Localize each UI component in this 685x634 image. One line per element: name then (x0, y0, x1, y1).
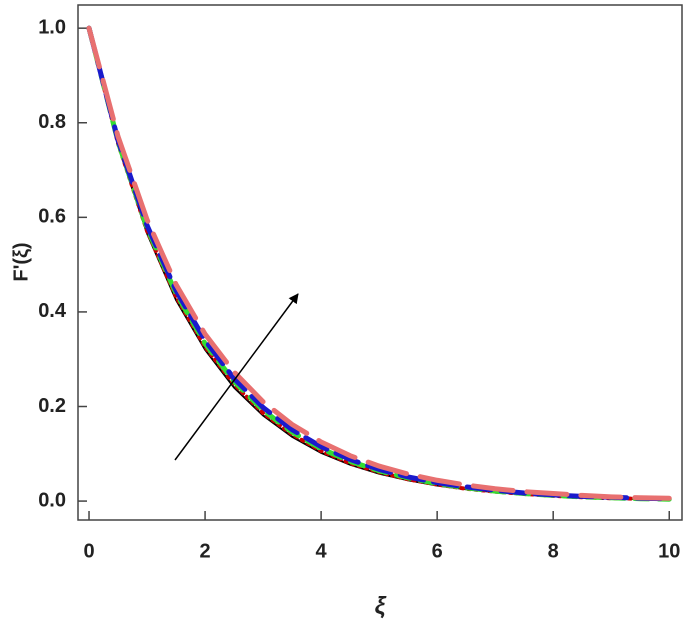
y-tick-label: 0.0 (38, 489, 66, 511)
data-line (86, 25, 672, 502)
data-line (88, 27, 670, 501)
x-tick-label: 2 (200, 540, 211, 562)
y-tick-label: 0.4 (38, 300, 67, 322)
data-line (86, 25, 672, 502)
y-tick-label: 0.2 (38, 395, 66, 417)
y-tick-label: 0.8 (38, 111, 66, 133)
x-tick-label: 8 (548, 540, 559, 562)
x-axis-title: ξ (375, 592, 387, 619)
y-axis-title: F'(ξ) (10, 242, 32, 281)
trend-arrow (174, 293, 299, 461)
plot-frame (77, 4, 683, 521)
x-tick-label: 4 (316, 540, 328, 562)
data-line (86, 25, 672, 501)
y-tick-label: 1.0 (38, 16, 66, 38)
y-tick-label: 0.6 (38, 206, 66, 228)
x-tick-label: 10 (658, 540, 680, 562)
x-tick-label: 0 (83, 540, 94, 562)
data-line (87, 26, 672, 502)
x-tick-label: 6 (432, 540, 443, 562)
